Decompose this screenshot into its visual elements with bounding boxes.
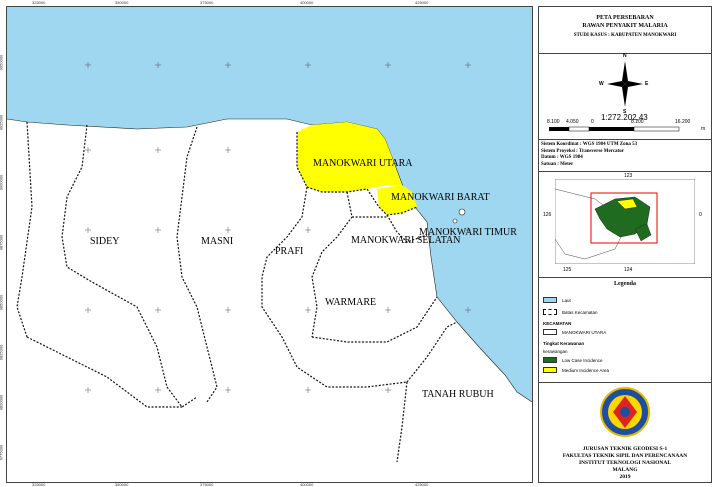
label-manokwari-timur: MANOKWARI TIMUR bbox=[419, 227, 517, 238]
compass-w: W bbox=[599, 81, 604, 87]
label-manokwari-barat: MANOKWARI BARAT bbox=[391, 192, 490, 203]
inset-box: 123 124 125 126 0 bbox=[539, 172, 711, 278]
scale-tick-4: 8.100 bbox=[631, 119, 644, 125]
island-2 bbox=[452, 218, 458, 224]
scale-ratio: 1:272.202,43 bbox=[601, 113, 648, 122]
scale-tick-3: 0 bbox=[591, 119, 594, 125]
legend-kecamatan-header: KECAMATAN bbox=[543, 321, 571, 326]
itn-logo-icon bbox=[600, 387, 650, 437]
swatch-kecamatan bbox=[543, 329, 557, 335]
label-manokwari-selatan: MANOKWARI SELATAN bbox=[351, 235, 461, 246]
legend-title: Legenda bbox=[613, 281, 636, 287]
inset-tick-5: 0 bbox=[699, 212, 702, 218]
legend-kecamatan-item: MANOKWARI UTARA bbox=[543, 329, 606, 335]
coord-left-3: 9900000 bbox=[0, 174, 4, 191]
coord-bottom-5: 425000 bbox=[415, 482, 429, 487]
institution-line5: 2019 bbox=[619, 474, 631, 480]
inset-map bbox=[555, 179, 695, 264]
coord-bottom-4: 400000 bbox=[300, 482, 314, 487]
coord-left-5: 9850000 bbox=[0, 294, 4, 311]
coord-left-6: 9825000 bbox=[0, 344, 4, 361]
info-datum: Datum : WGS 1984 bbox=[541, 155, 583, 160]
side-panel: PETA PERSEBARAN RAWAN PENYAKIT MALARIA S… bbox=[538, 6, 712, 483]
scale-bar bbox=[549, 126, 680, 132]
info-proyeksi: Sistem Proyeksi : Transverse Mercator bbox=[541, 148, 624, 154]
label-sidey: SIDEY bbox=[90, 236, 120, 247]
scale-tick-2: 4.050 bbox=[566, 119, 579, 125]
legend-laut-label: Laut bbox=[562, 297, 571, 303]
coord-left-1: 9950000 bbox=[0, 54, 4, 71]
map-panel: SIDEY MASNI PRAFI MANOKWARI UTARA MANOKW… bbox=[6, 6, 533, 483]
swatch-laut bbox=[543, 297, 557, 303]
coord-top-1: 325000 bbox=[32, 0, 46, 5]
scale-unit: m bbox=[701, 126, 706, 132]
inset-tick-3: 125 bbox=[563, 267, 572, 273]
coord-top-2: 350000 bbox=[115, 0, 129, 5]
title-line1: PETA PERSEBARAN bbox=[596, 15, 654, 21]
info-box: Sistem Koordinat : WGS 1984 UTM Zona 53 … bbox=[539, 139, 711, 172]
scale-tick-5: 16.200 bbox=[675, 119, 691, 125]
legend-kerawanan-header-label: kerawangan bbox=[543, 349, 568, 354]
title-box: PETA PERSEBARAN RAWAN PENYAKIT MALARIA S… bbox=[539, 7, 711, 54]
coord-bottom-3: 375000 bbox=[200, 482, 214, 487]
inset-tick-2: 124 bbox=[624, 267, 633, 273]
inset-tick-4: 126 bbox=[543, 212, 552, 218]
legend-laut: Laut bbox=[543, 297, 571, 303]
label-prafi: PRAFI bbox=[275, 246, 304, 257]
coord-bottom-2: 350000 bbox=[115, 482, 129, 487]
legend-low: Low Case Incidence bbox=[543, 357, 603, 363]
info-satuan: Satuan : Meter bbox=[541, 161, 574, 167]
compass-scale-box: N S W E 1:272.202,43 8.100 4.050 0 8.100… bbox=[539, 53, 711, 140]
legend-batas-label: Batas Kecamatan bbox=[562, 309, 598, 315]
label-manokwari-utara: MANOKWARI UTARA bbox=[313, 158, 413, 169]
legend-medium: Medium Incidence Area bbox=[543, 367, 609, 373]
region-manokwari-utara bbox=[297, 122, 402, 192]
legend-tingkat-header: Tingkat Kerawanan bbox=[543, 341, 584, 346]
institution-line3: INSTITUT TEKNOLOGI NASIONAL bbox=[578, 460, 672, 466]
coord-top-3: 375000 bbox=[200, 0, 214, 5]
compass-rose-icon bbox=[607, 61, 643, 107]
institution-box: JURUSAN TEKNIK GEODESI S-1 FAKULTAS TEKN… bbox=[539, 382, 711, 482]
title-line2: RAWAN PENYAKIT MALARIA bbox=[582, 23, 668, 29]
legend-tingkat-header-label: Tingkat Kerawanan bbox=[543, 341, 585, 346]
coord-left-7: 9800000 bbox=[0, 394, 4, 411]
label-masni: MASNI bbox=[201, 236, 234, 247]
institution-line2: FAKULTAS TEKNIK SIPIL DAN PERENCANAAN bbox=[562, 453, 688, 459]
legend-box: Legenda Laut Batas Kecamatan KECAMATAN M… bbox=[539, 277, 711, 383]
title-line3: STUDI KASUS : KABUPATEN MANOKWARI bbox=[573, 33, 677, 38]
swatch-batas bbox=[543, 309, 557, 315]
compass-s: S bbox=[623, 109, 627, 115]
map-canvas bbox=[7, 7, 532, 463]
legend-batas: Batas Kecamatan bbox=[543, 309, 598, 315]
grid-crosses bbox=[85, 62, 471, 393]
legend-kecamatan-item-label: MANOKWARI UTARA bbox=[562, 329, 607, 335]
coord-left-8: 9775000 bbox=[0, 444, 4, 461]
legend-low-label: Low Case Incidence bbox=[562, 357, 603, 363]
coord-left-4: 9875000 bbox=[0, 234, 4, 251]
legend-medium-label: Medium Incidence Area bbox=[562, 367, 610, 373]
sea-area bbox=[7, 7, 532, 402]
label-tanah-rubuh: TANAH RUBUH bbox=[422, 389, 494, 400]
coord-left-2: 9925000 bbox=[0, 114, 4, 131]
institution-line4: MALANG bbox=[612, 467, 638, 473]
swatch-low bbox=[543, 357, 557, 363]
coord-top-4: 400000 bbox=[300, 0, 314, 5]
inset-tick-1: 123 bbox=[624, 173, 633, 179]
legend-kecamatan-header-label: KECAMATAN bbox=[543, 321, 572, 326]
compass-e: E bbox=[645, 81, 649, 87]
legend-kerawanan-header: kerawangan bbox=[543, 349, 568, 354]
swatch-medium bbox=[543, 367, 557, 373]
coord-bottom-1: 325000 bbox=[32, 482, 46, 487]
label-warmare: WARMARE bbox=[325, 297, 377, 308]
island-1 bbox=[458, 208, 466, 216]
scale-tick-1: 8.100 bbox=[547, 119, 560, 125]
institution-line1: JURUSAN TEKNIK GEODESI S-1 bbox=[582, 446, 668, 452]
coord-top-5: 425000 bbox=[415, 0, 429, 5]
info-koordinat: Sistem Koordinat : WGS 1984 UTM Zona 53 bbox=[541, 142, 638, 147]
district-boundaries bbox=[16, 121, 458, 463]
region-manokwari-barat bbox=[377, 185, 417, 215]
compass-n: N bbox=[623, 53, 627, 59]
